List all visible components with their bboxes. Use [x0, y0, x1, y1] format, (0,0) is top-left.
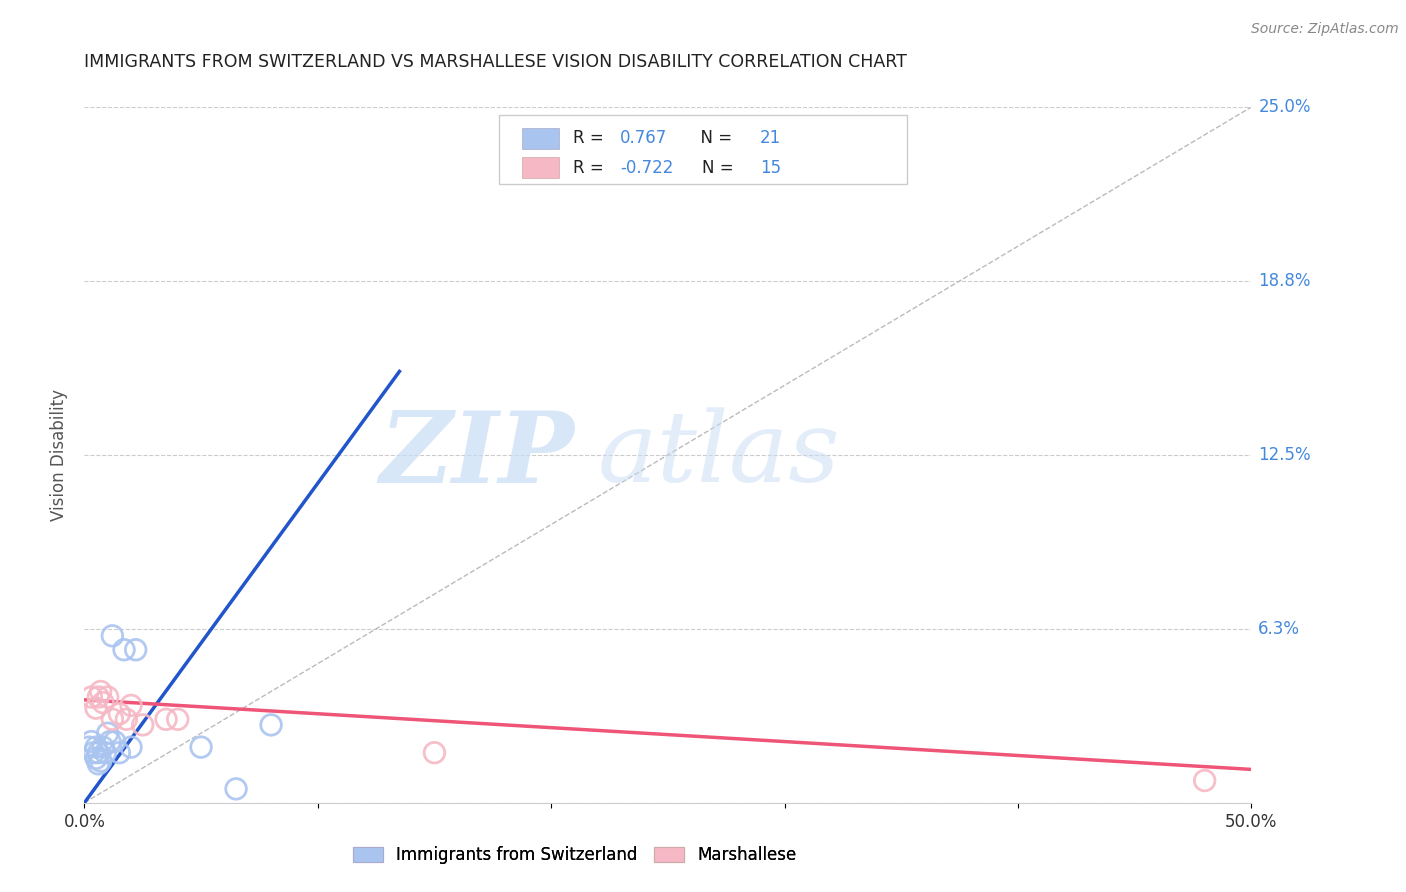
Text: 6.3%: 6.3% [1258, 620, 1301, 638]
Point [80, 734, 103, 748]
Point [87, 746, 110, 760]
Text: ZIP: ZIP [380, 407, 575, 503]
Point [83, 746, 105, 760]
Text: Source: ZipAtlas.com: Source: ZipAtlas.com [1251, 22, 1399, 37]
Text: R =: R = [574, 159, 609, 177]
Point [225, 781, 247, 796]
Point [190, 740, 212, 755]
Point [260, 718, 283, 732]
Point [125, 642, 148, 657]
Legend: Immigrants from Switzerland, Marshallese: Immigrants from Switzerland, Marshallese [353, 846, 796, 864]
Text: 12.5%: 12.5% [1258, 446, 1310, 464]
Point [87, 690, 110, 704]
Point [1194, 773, 1216, 788]
Text: 25.0%: 25.0% [1258, 98, 1310, 116]
Point [91, 696, 114, 710]
Text: IMMIGRANTS FROM SWITZERLAND VS MARSHALLESE VISION DISABILITY CORRELATION CHART: IMMIGRANTS FROM SWITZERLAND VS MARSHALLE… [84, 54, 907, 71]
Point [120, 740, 142, 755]
Point [132, 718, 155, 732]
Point [104, 734, 127, 748]
Point [423, 746, 446, 760]
Point [98, 734, 121, 748]
Point [108, 746, 131, 760]
Text: 21: 21 [761, 129, 782, 147]
Point [80, 690, 103, 704]
Point [94, 746, 117, 760]
Point [108, 706, 131, 721]
Point [97, 690, 120, 704]
Point [120, 698, 142, 713]
Point [97, 726, 120, 740]
Text: -0.722: -0.722 [620, 159, 673, 177]
Point [77, 740, 100, 755]
Text: R =: R = [574, 129, 609, 147]
Text: 15: 15 [761, 159, 782, 177]
Point [90, 684, 112, 698]
Point [87, 756, 110, 771]
Y-axis label: Vision Disability: Vision Disability [51, 389, 69, 521]
Point [166, 712, 188, 726]
Point [91, 740, 114, 755]
Point [90, 754, 112, 768]
Text: 0.767: 0.767 [620, 129, 668, 147]
Point [84, 701, 107, 715]
Point [84, 740, 107, 755]
Text: 18.8%: 18.8% [1258, 272, 1310, 290]
Text: N =: N = [690, 129, 737, 147]
Point [112, 642, 135, 657]
Point [115, 712, 138, 726]
Text: N =: N = [702, 159, 738, 177]
Point [155, 712, 177, 726]
Point [84, 751, 107, 765]
Point [101, 712, 124, 726]
Bar [522, 157, 560, 178]
FancyBboxPatch shape [499, 115, 907, 184]
Point [101, 629, 124, 643]
Text: atlas: atlas [598, 408, 841, 502]
Bar [522, 128, 560, 149]
